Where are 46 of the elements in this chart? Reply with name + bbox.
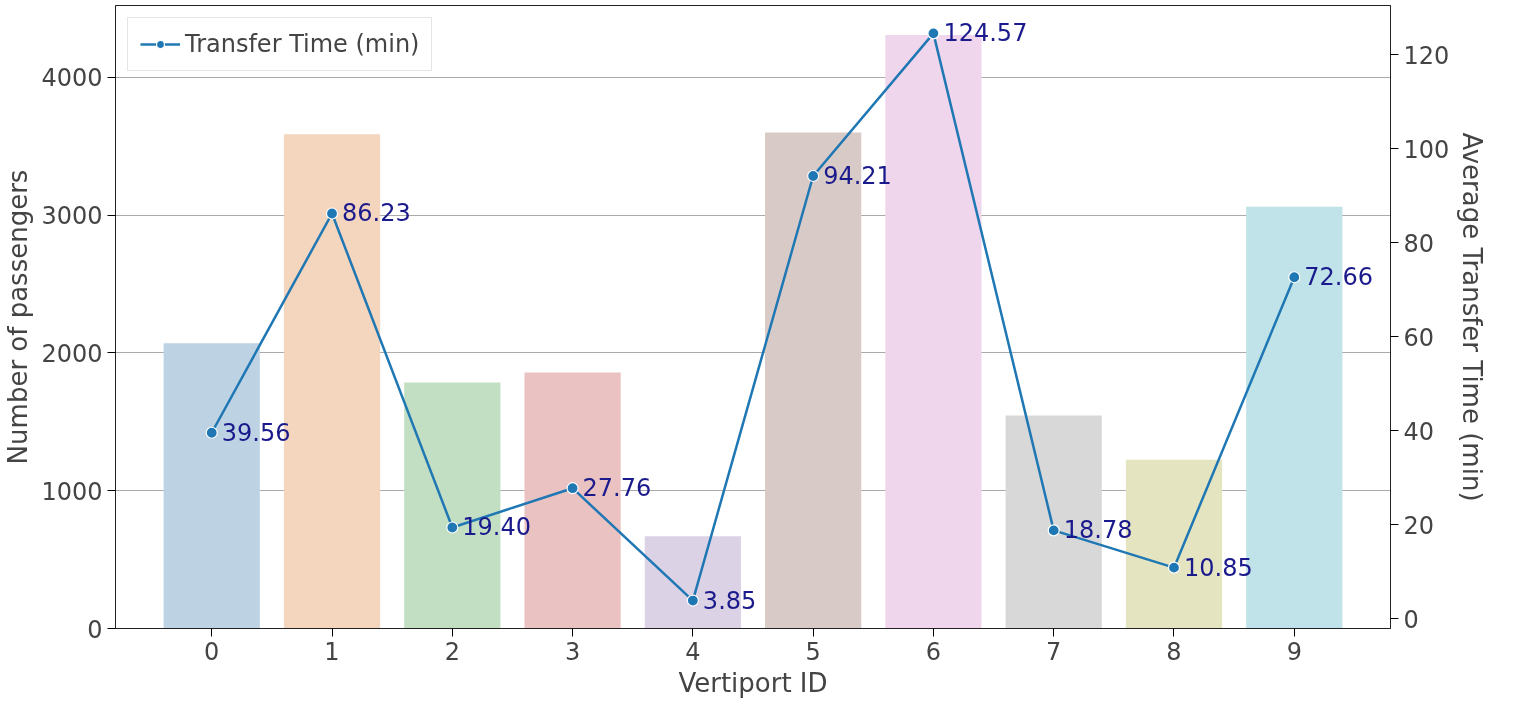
y2-tick-label: 120	[1403, 41, 1450, 70]
y-axis-title: Number of passengers	[3, 169, 34, 465]
data-label: 3.85	[702, 586, 757, 615]
x-tick-label: 7	[1046, 637, 1062, 666]
y-tick-label: 2000	[41, 339, 103, 368]
data-label: 10.85	[1183, 553, 1253, 582]
y-tick-label: 1000	[41, 477, 103, 506]
x-tick-label: 8	[1166, 637, 1182, 666]
point	[1047, 524, 1060, 537]
point	[205, 426, 218, 439]
data-label: 86.23	[342, 199, 411, 228]
point	[446, 521, 459, 534]
data-label: 39.56	[221, 418, 291, 447]
y2-tick-label: 60	[1403, 323, 1435, 352]
y-tick-label: 3000	[41, 202, 103, 230]
x-axis-title: Vertiport ID	[678, 667, 828, 698]
y-tick-label: 4000	[41, 64, 103, 93]
x-tick-label: 4	[685, 637, 701, 666]
y2-tick-label: 100	[1403, 135, 1450, 164]
x-tick-label: 6	[925, 637, 942, 666]
x-tick-label: 1	[324, 637, 340, 666]
x-tick-label: 2	[444, 637, 460, 666]
point	[807, 169, 820, 183]
x-tick-label: 3	[564, 637, 581, 666]
legend-label: Transfer Time (min)	[185, 30, 420, 58]
point	[927, 27, 940, 40]
point	[686, 594, 699, 607]
data-label: 124.57	[943, 19, 1028, 48]
x-tick-label: 0	[204, 637, 220, 666]
data-label: 94.21	[823, 162, 892, 190]
point	[1288, 271, 1301, 284]
y2-tick-label: 0	[1403, 605, 1419, 634]
data-label: 72.66	[1304, 263, 1373, 292]
y-tick-label: 0	[87, 615, 103, 644]
data-label: 18.78	[1063, 516, 1133, 545]
x-tick-label: 9	[1286, 637, 1302, 666]
data-label: 27.76	[582, 474, 652, 503]
point	[566, 482, 579, 495]
x-tick-label: 5	[805, 637, 821, 666]
y2-tick-label: 80	[1403, 229, 1435, 258]
y2-axis-title: Average Transfer Time (min)	[1457, 132, 1488, 502]
point	[1167, 561, 1181, 574]
data-label: 19.40	[462, 513, 532, 542]
y2-tick-label: 20	[1403, 511, 1435, 540]
point	[325, 207, 339, 220]
y2-tick-label: 40	[1403, 417, 1435, 446]
